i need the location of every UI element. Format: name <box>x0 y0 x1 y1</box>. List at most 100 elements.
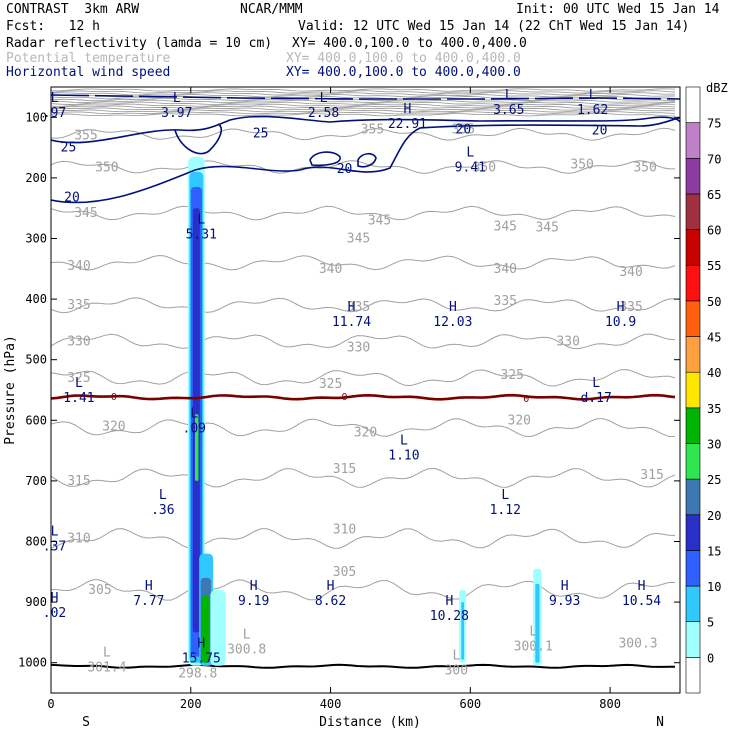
colorbar-swatch <box>685 229 701 266</box>
extremum-marker: L <box>592 376 600 391</box>
extremum-marker: H <box>617 300 625 315</box>
colorbar-unit: dBZ <box>706 81 728 95</box>
theta-label: 315 <box>67 474 90 489</box>
extremum-value: .09 <box>183 421 206 436</box>
theta-contour-335 <box>51 297 676 314</box>
theta-contour-upper <box>51 97 675 102</box>
theta-label: 350 <box>633 161 656 176</box>
colorbar-level-label: 60 <box>707 224 721 238</box>
theta-label: 345 <box>535 221 558 236</box>
theta-label: 310 <box>333 522 356 537</box>
x-tick-label: 200 <box>180 697 202 711</box>
extremum-marker: L <box>51 524 59 539</box>
theta-contour-upper <box>51 88 676 92</box>
extremum-marker: L <box>466 146 474 161</box>
plot-area <box>51 88 680 669</box>
theta-contour-350 <box>51 160 675 174</box>
zero-contour-label: 0 <box>342 392 348 403</box>
colorbar-swatch <box>685 478 701 516</box>
surface-theta-value: 298.8 <box>178 667 217 682</box>
colorbar-swatch <box>685 300 701 337</box>
extremum-value: d.17 <box>580 391 611 406</box>
extremum-value: 9.41 <box>455 161 486 176</box>
colorbar-level-label: 25 <box>707 473 721 487</box>
theta-label: 325 <box>67 371 90 386</box>
x-tick-label: 600 <box>459 697 481 711</box>
colorbar-level-label: 30 <box>707 437 721 451</box>
extremum-value: 1.62 <box>577 103 608 118</box>
theta-label: 335 <box>67 298 90 313</box>
extremum-marker: H <box>404 102 412 117</box>
field-wind: Horizontal wind speed <box>6 65 171 80</box>
surface-theta-value: 301.4 <box>87 661 126 676</box>
x-tick-label: 400 <box>320 697 342 711</box>
extremum-marker: L <box>75 376 83 391</box>
extremum-marker: H <box>197 637 205 652</box>
theta-contour-upper <box>51 90 676 94</box>
extremum-marker: L <box>159 488 167 503</box>
field-theta: Potential temperature <box>6 51 171 66</box>
y-tick-label: 700 <box>25 474 47 488</box>
theta-contour-305 <box>51 579 675 601</box>
extremum-marker: H <box>449 300 457 315</box>
theta-contour-310 <box>51 528 676 549</box>
theta-label: 355 <box>361 122 384 137</box>
theta-label: 325 <box>319 377 342 392</box>
surface-extremum-marker: L <box>243 627 251 642</box>
colorbar-swatch <box>685 585 701 623</box>
extremum-value: 11.74 <box>332 315 371 330</box>
zero-contour-label: 0 <box>523 394 529 405</box>
surface-theta-value: 300 <box>445 664 468 679</box>
surface-theta-value: 300.3 <box>618 636 657 651</box>
surface-extremum-marker: L <box>103 646 111 661</box>
theta-label: 315 <box>640 468 663 483</box>
theta-contour-320 <box>51 418 676 438</box>
wind-contour-20-cell <box>357 152 377 168</box>
x-axis-label: Distance (km) <box>319 715 421 730</box>
theta-label: 340 <box>319 262 342 277</box>
theta-label: 350 <box>473 161 496 176</box>
theta-label: 335 <box>619 300 642 315</box>
extremum-marker: L <box>320 91 328 106</box>
colorbar-swatch <box>685 550 701 587</box>
theta-label: 335 <box>494 294 517 309</box>
extremum-marker: H <box>327 579 335 594</box>
extremum-value: 9.19 <box>238 594 269 609</box>
theta-label: 350 <box>95 161 118 176</box>
theta-contour-upper <box>51 92 676 96</box>
theta-label: 340 <box>494 262 517 277</box>
wind-contour-20-cell <box>309 151 341 167</box>
wind-contour-25 <box>51 115 680 144</box>
colorbar-swatch <box>685 621 701 658</box>
colorbar-level-label: 5 <box>707 616 714 630</box>
y-tick-label: 900 <box>25 595 47 609</box>
extremum-value: .37 <box>43 539 66 554</box>
theta-label: 330 <box>556 335 579 350</box>
extremum-value: 22.91 <box>388 117 427 132</box>
colorbar-level-label: 45 <box>707 331 721 345</box>
valid-time: Valid: 12 UTC Wed 15 Jan 14 (22 ChT Wed … <box>298 19 690 34</box>
theta-contour-upper <box>51 103 676 107</box>
x-tick-label: 0 <box>47 697 54 711</box>
extremum-value: 12.03 <box>433 315 472 330</box>
surface-extremum-marker: L <box>452 649 460 664</box>
reflectivity-cell <box>210 589 226 666</box>
extremum-value: 1.41 <box>63 391 94 406</box>
theta-label: 350 <box>570 158 593 173</box>
extremum-value: 10.9 <box>605 315 636 330</box>
theta-label: 305 <box>88 583 111 598</box>
extremum-value: 3.65 <box>493 103 524 118</box>
extremum-marker: L <box>51 91 59 106</box>
extremum-value: 9.93 <box>549 594 580 609</box>
y-tick-label: 500 <box>25 353 47 367</box>
y-tick-label: 300 <box>25 232 47 246</box>
extremum-marker: L <box>173 91 181 106</box>
wind-speed-label: 25 <box>253 127 269 142</box>
extremum-value: 3.97 <box>161 106 192 121</box>
extremum-marker: L <box>589 88 597 103</box>
wind-contour-25-lobe <box>174 123 222 155</box>
model-title: CONTRAST 3km ARW <box>6 2 140 17</box>
theta-contour-upper <box>51 101 676 105</box>
reflectivity-cell <box>201 596 209 663</box>
